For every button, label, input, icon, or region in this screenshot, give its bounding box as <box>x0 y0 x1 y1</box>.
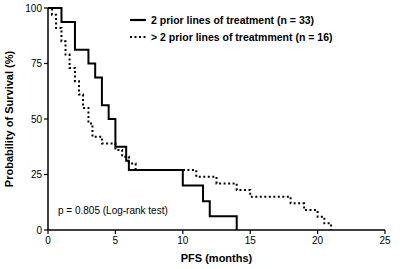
x-tick-label: 20 <box>312 235 324 246</box>
y-tick <box>44 63 48 64</box>
y-tick-label: 75 <box>31 58 43 69</box>
y-tick <box>44 118 48 119</box>
x-tick <box>115 230 116 234</box>
x-tick <box>250 230 251 234</box>
y-tick-label: 50 <box>31 114 43 125</box>
y-tick <box>44 7 48 8</box>
y-axis-label: Probability of Survival (%) <box>3 51 15 188</box>
legend-label: > 2 prior lines of treatmment (n = 16) <box>151 31 332 43</box>
y-tick-label: 0 <box>36 225 42 236</box>
legend-swatch <box>130 19 146 21</box>
x-tick <box>47 230 48 234</box>
y-tick <box>44 174 48 175</box>
x-tick <box>384 230 385 234</box>
x-axis <box>48 229 385 231</box>
x-tick-label: 0 <box>45 235 51 246</box>
chart: 0 5 10 15 20 25 0 25 50 75 100 PFS (months) Probabil… <box>0 0 400 269</box>
x-tick-label: 25 <box>379 235 391 246</box>
legend-swatch <box>130 36 146 38</box>
x-tick <box>182 230 183 234</box>
x-tick-label: 5 <box>113 235 119 246</box>
y-tick <box>44 229 48 230</box>
x-tick <box>317 230 318 234</box>
y-tick-label: 100 <box>25 3 42 14</box>
x-tick-label: 10 <box>177 235 189 246</box>
x-axis-label: PFS (months) <box>181 252 253 264</box>
y-tick-label: 25 <box>31 169 43 180</box>
annotation: p = 0.805 (Log-rank test) <box>58 205 168 216</box>
legend-label: 2 prior lines of treatment (n = 33) <box>151 14 314 26</box>
x-tick-label: 15 <box>245 235 257 246</box>
